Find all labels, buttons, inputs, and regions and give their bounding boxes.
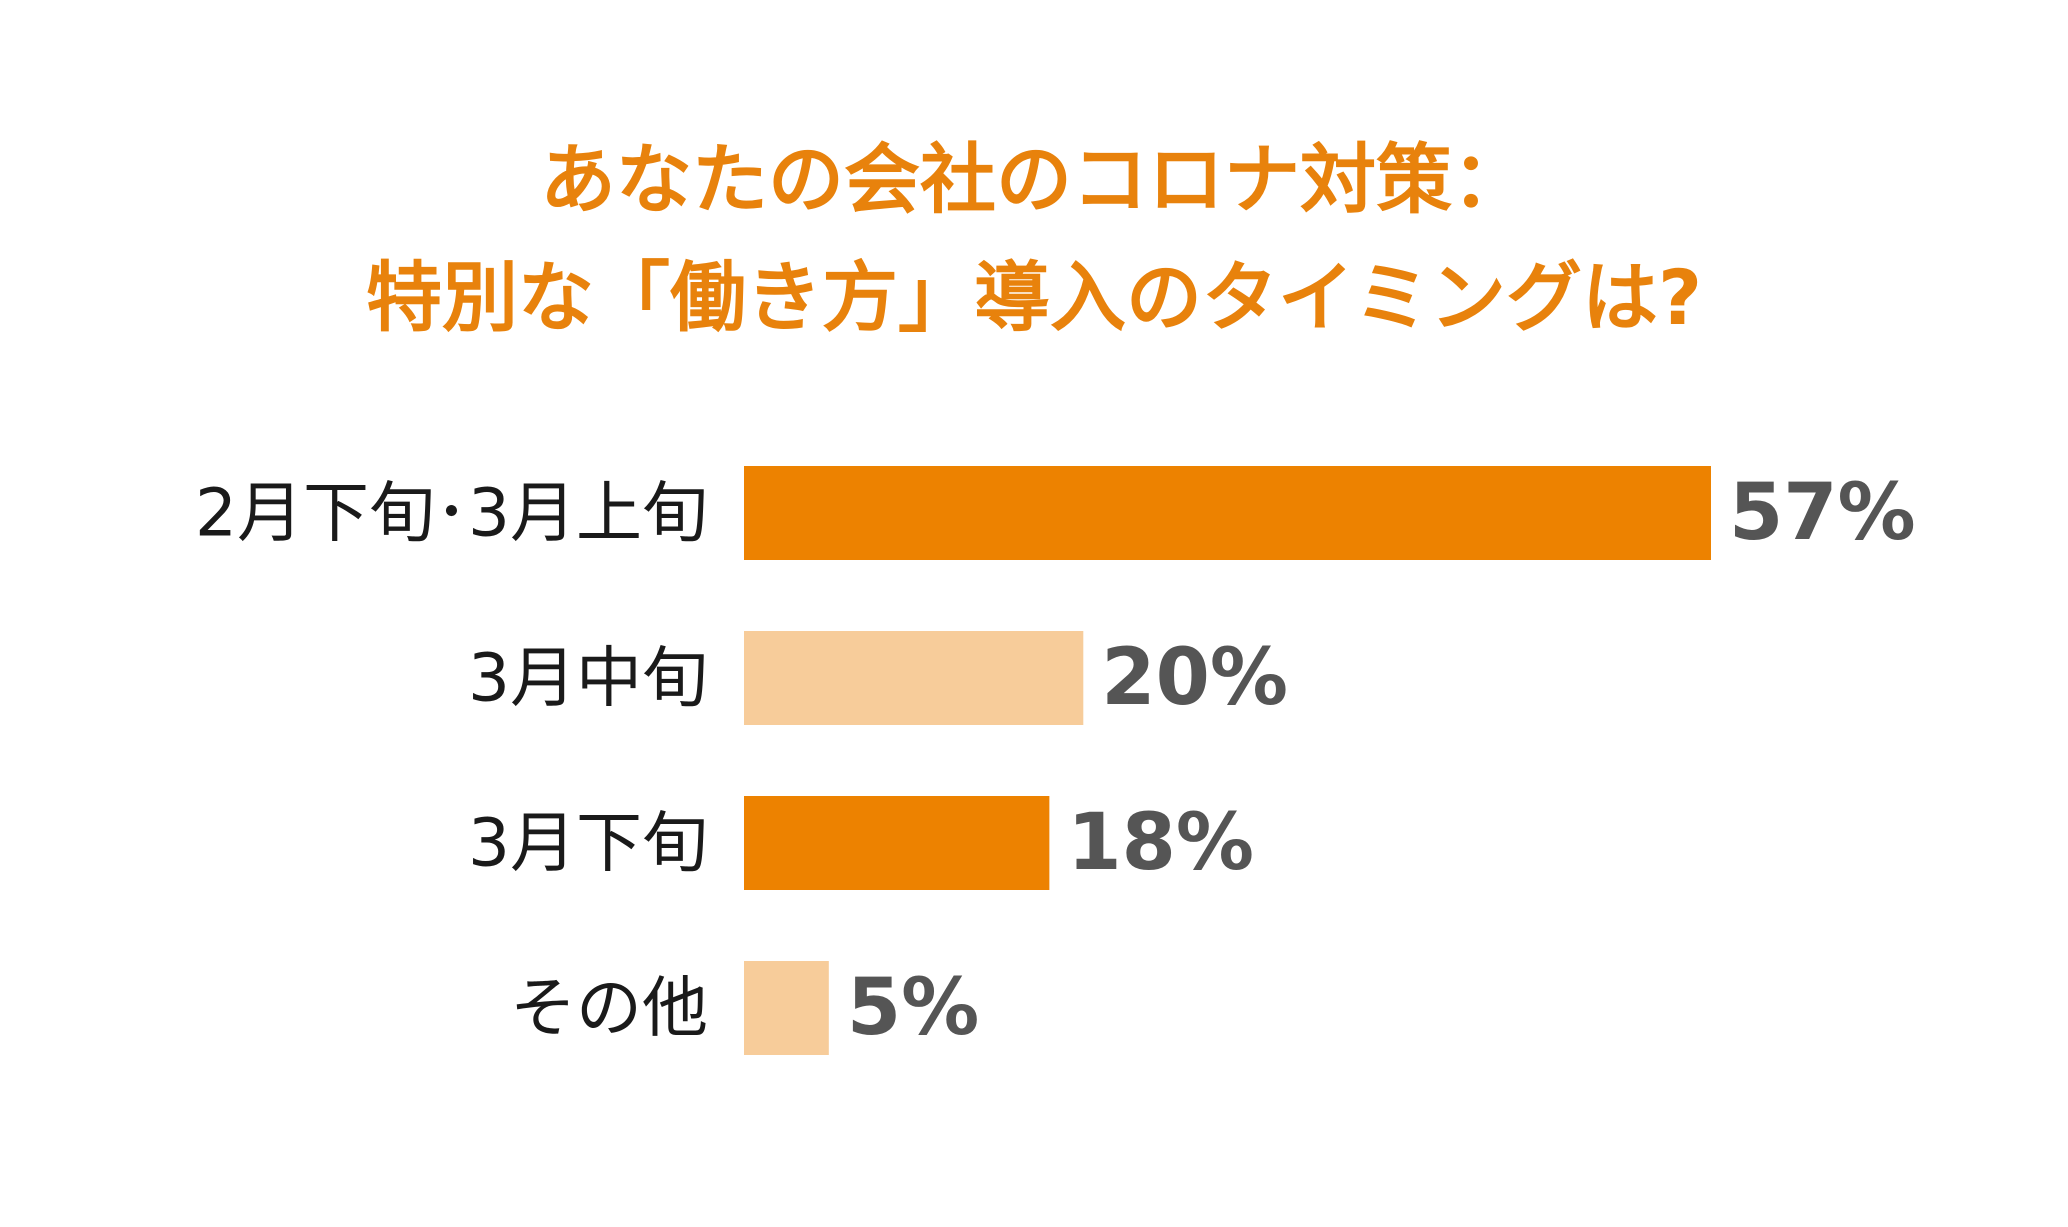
category-label-4: その他 [510, 970, 708, 1047]
value-label-3: 18% [1067, 798, 1254, 888]
bar-2 [744, 631, 1084, 725]
category-label-2: 3月中旬 [468, 640, 708, 717]
value-label-2: 20% [1101, 633, 1288, 723]
category-label-3: 3月下旬 [468, 805, 708, 882]
bar-4 [744, 961, 829, 1055]
chart-title-line-1: あなたの会社のコロナ対策： [540, 135, 1528, 224]
category-label-1: 2月下旬･3月上旬 [195, 475, 708, 552]
value-label-4: 5% [847, 963, 979, 1053]
bar-3 [744, 796, 1050, 890]
chart-title-line-2: 特別な「働き方」導入のタイミングは? [365, 253, 1703, 342]
bar-1 [744, 466, 1711, 560]
value-label-1: 57% [1729, 468, 1916, 558]
